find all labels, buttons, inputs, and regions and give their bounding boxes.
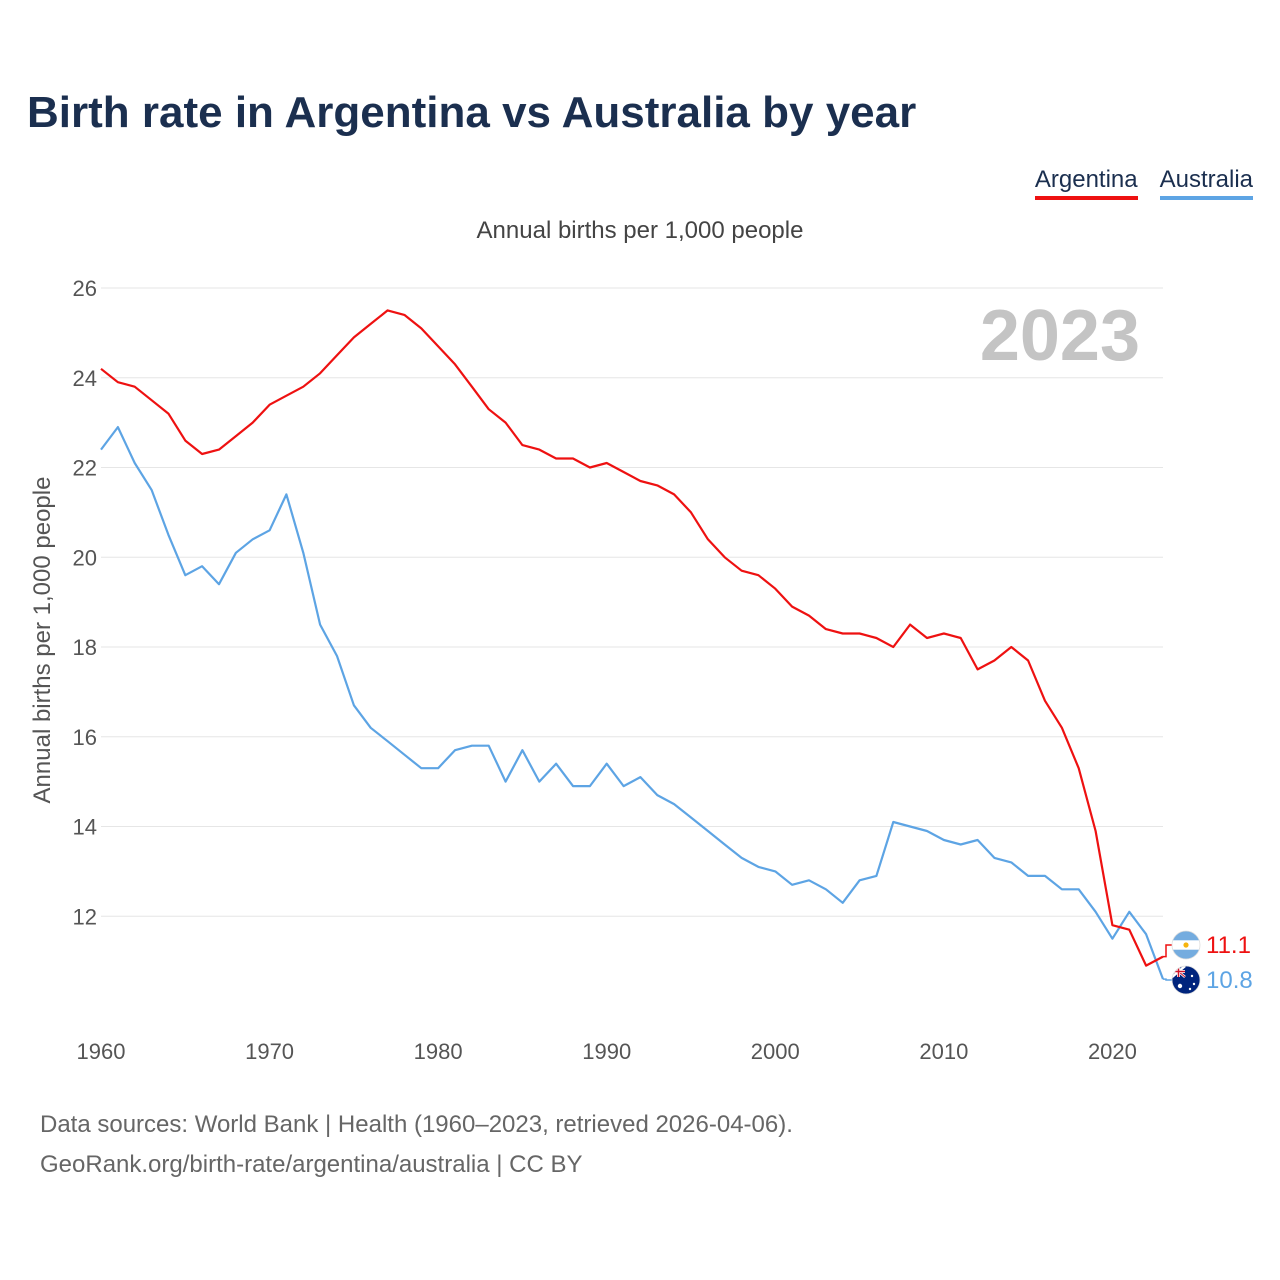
x-tick-label: 1970 [245,1039,294,1064]
x-tick-label: 1960 [77,1039,126,1064]
y-tick-label: 14 [73,815,97,840]
end-value-label-australia: 10.8 [1206,967,1253,994]
legend-item-argentina[interactable]: Argentina [1034,166,1138,200]
series-lines [100,309,1165,980]
chart-subtitle: Annual births per 1,000 people [476,217,804,244]
x-tick-label: 1990 [582,1039,631,1064]
footer-link[interactable]: GeoRank.org/birth-rate/argentina/austral… [40,1151,583,1178]
y-tick-label: 20 [73,545,97,570]
y-tick-label: 18 [73,635,97,660]
y-tick-label: 24 [73,366,97,391]
y-tick-label: 26 [73,276,97,301]
end-value-label-argentina: 11.1 [1206,932,1251,959]
legend-item-australia[interactable]: Australia [1159,166,1253,200]
y-axis-label: Annual births per 1,000 people [29,477,56,804]
connector-argentina [1163,944,1172,958]
grid-lines [101,287,1163,917]
year-watermark: 2023 [980,296,1140,376]
x-tick-label: 2010 [919,1039,968,1064]
x-axis-ticks: 1960 1970 1980 1990 2000 2010 2020 [77,1039,1137,1064]
y-tick-label: 16 [73,725,97,750]
chart-title: Birth rate in Argentina vs Australia by … [27,88,917,137]
flag-australia-icon [1171,965,1201,995]
y-axis-ticks: 12 14 16 18 20 22 24 26 [73,276,97,929]
y-tick-label: 22 [73,456,97,481]
connector-australia [1163,978,1172,981]
x-tick-label: 1980 [414,1039,463,1064]
series-line-argentina [100,309,1164,967]
flag-argentina-icon [1171,930,1201,960]
y-tick-label: 12 [73,904,97,929]
footer-sources: Data sources: World Bank | Health (1960–… [40,1111,793,1138]
end-markers: 11.1 10.8 [1163,930,1253,995]
x-tick-label: 2020 [1088,1039,1137,1064]
legend: Argentina Australia [1034,166,1253,200]
footer: Data sources: World Bank | Health (1960–… [40,1105,793,1185]
series-line-australia [100,426,1165,980]
x-tick-label: 2000 [751,1039,800,1064]
